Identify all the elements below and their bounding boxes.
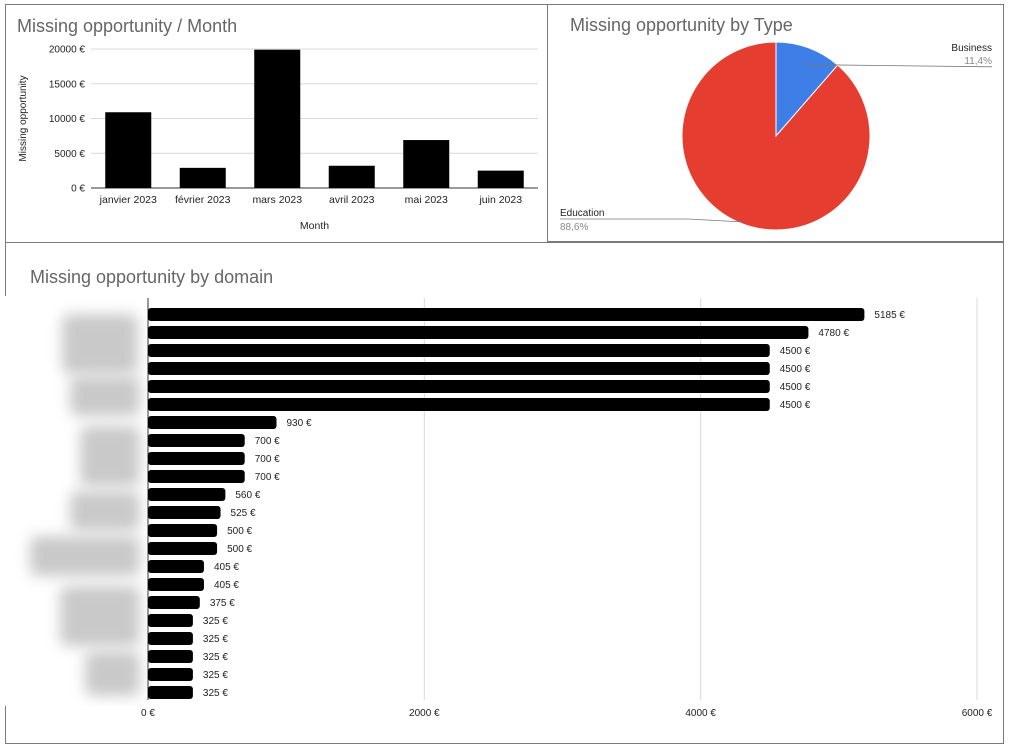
redacted-domain-labels [0, 296, 148, 706]
y-tick-label: 15000 € [49, 79, 86, 90]
domain-chart-panel: Missing opportunity by domain [5, 242, 1004, 744]
y-tick-label: 10000 € [49, 114, 86, 125]
redacted-label [80, 426, 140, 486]
domain-chart-title: Missing opportunity by domain [30, 267, 274, 287]
monthly-bar-chart: 0 € 5000 € 10000 € 15000 € 20000 € janvier 20… [18, 45, 538, 232]
leader-line [802, 63, 993, 68]
pie-slice [775, 41, 839, 138]
redacted-label [30, 536, 140, 576]
bar [403, 140, 450, 188]
x-tick-label: janvier 2023 [99, 194, 157, 206]
legend-label: Business [951, 43, 992, 54]
leader-line [560, 218, 745, 223]
y-axis-label: Missing opportunity [18, 75, 29, 161]
x-tick-label: mai 2023 [405, 194, 448, 206]
redacted-label [62, 314, 138, 374]
bar [179, 167, 226, 188]
type-chart-panel: Missing opportunity by Type Business 11,4… [547, 4, 1004, 242]
y-tick-label: 5000 € [54, 149, 85, 160]
x-tick-label: avril 2023 [329, 194, 375, 206]
bar [105, 112, 152, 188]
x-tick-label: mars 2023 [252, 194, 302, 206]
pie-slice [681, 41, 871, 231]
redacted-label [60, 586, 140, 646]
redacted-label [70, 376, 140, 416]
monthly-chart-panel: Missing opportunity / Month 0 € 5000 € 100… [5, 4, 548, 244]
redacted-label [85, 651, 140, 696]
x-axis-label: Month [300, 220, 329, 232]
legend-label: Education [560, 208, 604, 219]
bar [477, 170, 524, 188]
y-tick-label: 20000 € [49, 45, 86, 56]
legend-percent: 11,4% [964, 56, 992, 67]
type-chart-title: Missing opportunity by Type [570, 15, 793, 35]
redacted-label [70, 491, 140, 531]
monthly-chart-title: Missing opportunity / Month [17, 16, 238, 36]
x-tick-label: février 2023 [175, 194, 231, 206]
bar [254, 49, 301, 188]
legend-percent: 88,6% [560, 222, 588, 233]
bar [328, 165, 375, 188]
type-pie-chart: Business 11,4% Education 88,6% [560, 41, 993, 233]
x-tick-label: juin 2023 [478, 194, 522, 206]
y-tick-label: 0 € [71, 184, 85, 195]
